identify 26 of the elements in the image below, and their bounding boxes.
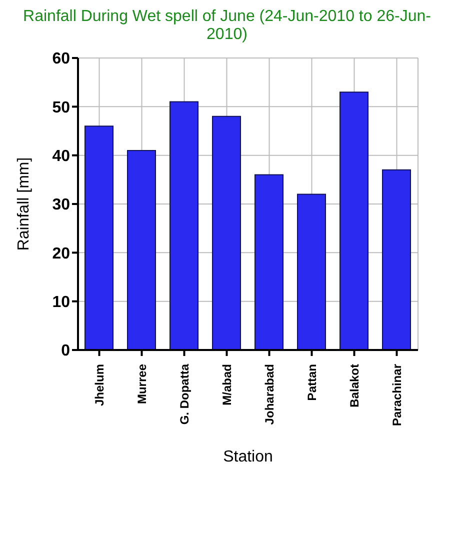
bar (340, 92, 368, 350)
bar (84, 126, 114, 350)
y-tick-label: 50 (52, 99, 70, 116)
bar (212, 116, 241, 350)
y-tick-label: 20 (52, 245, 70, 262)
bar (382, 169, 411, 350)
x-tick-label: Jhelum (92, 364, 106, 406)
y-tick-label: 30 (52, 196, 70, 214)
y-tick-label: 40 (52, 148, 70, 166)
bar (170, 101, 198, 350)
x-tick-label: Parachinar (390, 364, 404, 426)
bar (297, 194, 326, 350)
y-tick-label: 60 (52, 50, 70, 68)
x-tick-label: Pattan (304, 364, 319, 401)
x-tick-label: Balakot (347, 364, 362, 408)
x-tick-label: G. Dopatta (177, 364, 192, 425)
bar (254, 174, 284, 350)
x-axis-title: Station (223, 448, 273, 466)
chart-title: Rainfall During Wet spell of June (24-Jun-2010 to 26-Jun-2010) (22, 8, 432, 44)
x-tick-label: Murree (134, 364, 149, 404)
y-axis-title: Rainfall [mm] (16, 157, 33, 251)
x-tick-label: Joharabad (262, 364, 276, 425)
bar (127, 150, 156, 350)
x-tick-label: M/abad (220, 364, 234, 406)
y-tick-label: 0 (61, 342, 70, 360)
y-tick-label: 10 (52, 294, 70, 312)
